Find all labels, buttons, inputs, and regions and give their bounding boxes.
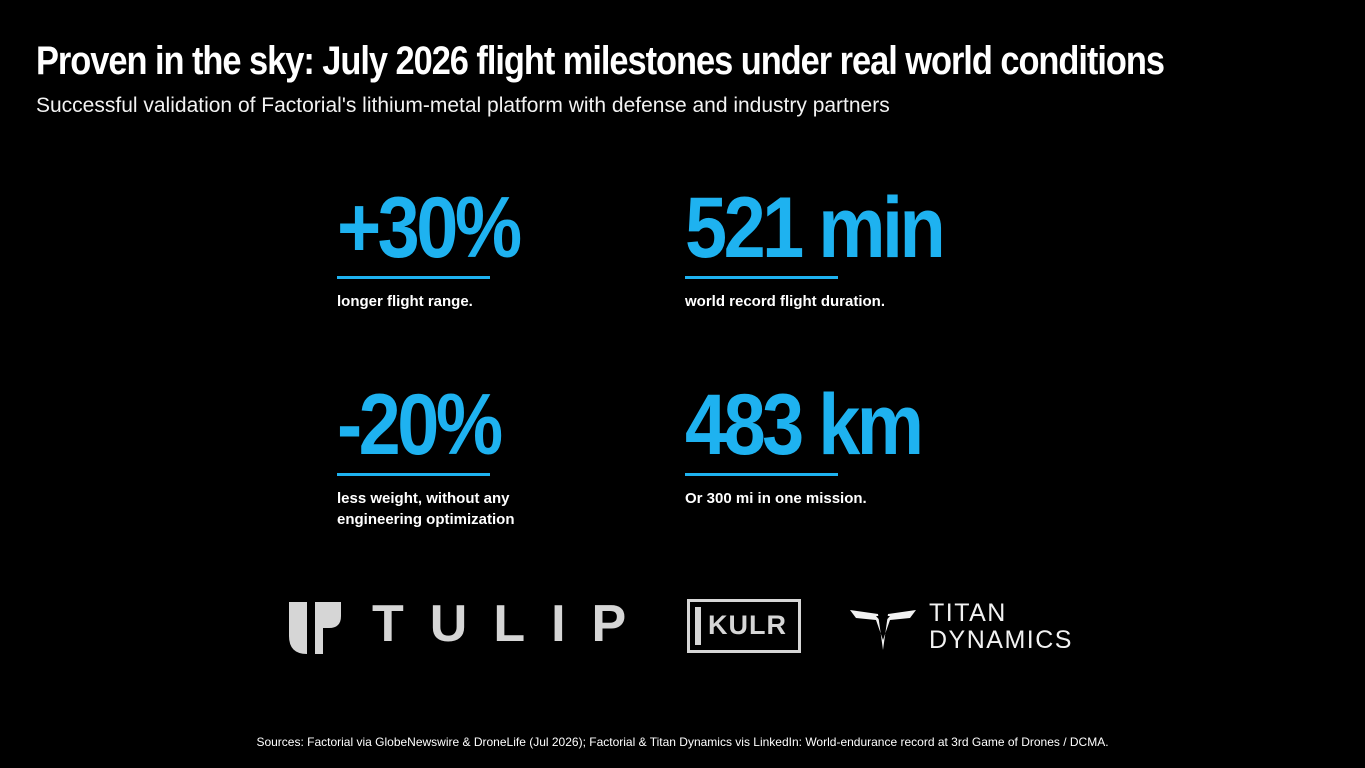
stat-caption: less weight, without any engineering opt…: [337, 490, 515, 528]
stat-flight-range: +30% longer flight range.: [337, 180, 677, 312]
stat-divider: [685, 276, 838, 279]
stat-caption: longer flight range.: [337, 293, 473, 310]
sources-footnote: Sources: Factorial via GlobeNewswire & D…: [256, 735, 1109, 749]
tulip-logo-icon: [289, 602, 341, 654]
partner-logos: TULIP KULR TITAN DYNAMICS: [0, 590, 1365, 670]
page-title: Proven in the sky: July 2026 flight mile…: [36, 39, 1165, 83]
stat-value: -20%: [337, 377, 503, 473]
titan-logo-line2: DYNAMICS: [929, 626, 1073, 654]
page-subtitle: Successful validation of Factorial's lit…: [36, 94, 890, 117]
stat-value: +30%: [337, 180, 522, 276]
stat-caption: world record flight duration.: [685, 293, 885, 310]
kulr-logo: KULR: [687, 599, 801, 653]
stat-flight-duration: 521 min world record flight duration.: [685, 180, 1025, 312]
titan-logo-line1: TITAN: [929, 599, 1007, 627]
titan-dynamics-logo-text: TITAN DYNAMICS: [929, 600, 1073, 654]
stat-divider: [337, 473, 490, 476]
titan-dynamics-logo-icon: [850, 610, 916, 650]
tulip-logo-text: TULIP: [372, 595, 653, 653]
stat-divider: [685, 473, 838, 476]
stat-value: 483 km: [685, 377, 924, 473]
kulr-logo-text: KULR: [708, 610, 787, 640]
stat-weight: -20% less weight, without any engineerin…: [337, 377, 677, 530]
stat-distance: 483 km Or 300 mi in one mission.: [685, 377, 1025, 509]
kulr-logo-bar: [695, 607, 701, 645]
stat-value: 521 min: [685, 180, 946, 276]
stat-divider: [337, 276, 490, 279]
stat-caption: Or 300 mi in one mission.: [685, 490, 867, 507]
